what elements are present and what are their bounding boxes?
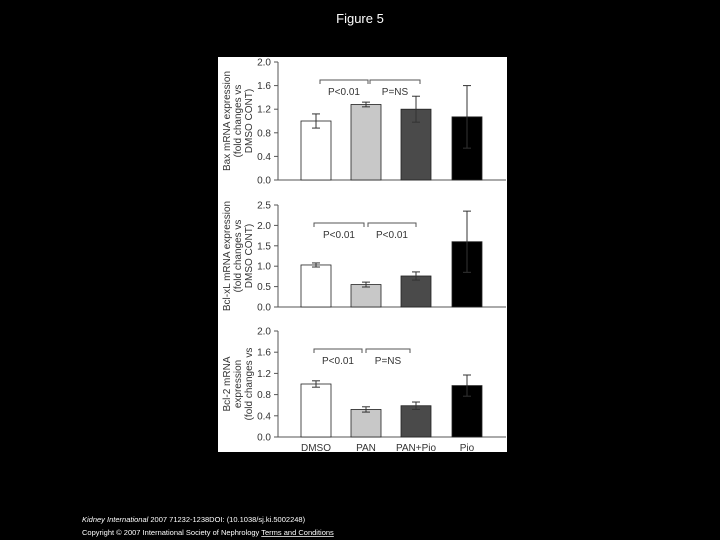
y-tick-label: 0.8 [257,128,271,139]
bar [350,409,382,438]
bar [400,405,432,438]
bracket [319,79,369,84]
error-bar [362,101,370,108]
y-tick-label: 1.2 [257,105,271,116]
annotation: P<0.01 [376,230,408,241]
bracket [313,222,365,227]
y-axis-label: Bcl-xL mRNA expression(fold changes vsDM… [222,201,255,311]
y-tick-label: 0.0 [257,303,271,314]
bar [350,104,382,181]
bar [300,264,332,308]
y-tick-label: 0.4 [257,152,271,163]
y-label-line: expression [233,360,244,408]
bar [400,275,432,308]
bracket [369,79,421,84]
y-tick-label: 0.0 [257,176,271,187]
y-tick-label: 2.0 [257,327,271,338]
y-axis-label: Bcl-2 mRNAexpression(fold changes vs [222,348,255,421]
bar [300,120,332,181]
y-label-line: DMSO CONT) [244,89,255,153]
terms-link[interactable]: Terms and Conditions [261,528,334,537]
citation: Kidney International 2007 71232-1238DOI:… [82,515,306,524]
error-bar [312,113,320,129]
error-bar [463,374,471,397]
y-tick-label: 2.5 [257,201,271,212]
error-bar [463,210,471,273]
y-tick-label: 0.5 [257,282,271,293]
y-tick-label: 2.0 [257,58,271,69]
y-axis-label: Bax mRNA expression(fold changes vsDMSO … [222,71,255,171]
slide-title: Figure 5 [336,11,384,26]
x-tick-label: PAN+Pio [396,443,437,454]
citation-rest: 2007 71232-1238DOI: (10.1038/sj.ki.50022… [148,515,305,524]
y-label-line: (fold changes vs [233,85,244,158]
x-tick-label: Pio [460,443,475,454]
y-tick-label: 0.8 [257,390,271,401]
error-bar [412,95,420,123]
annotation: P<0.01 [328,87,360,98]
y-tick-label: 1.5 [257,241,271,252]
copyright-line: Copyright © 2007 International Society o… [82,528,334,537]
error-bar [412,271,420,281]
y-label-line: (fold changes vs [244,348,255,421]
annotation: P=NS [382,87,409,98]
annotation: P<0.01 [323,230,355,241]
y-label-line: Bax mRNA expression [222,71,233,171]
bar [300,383,332,438]
y-tick-label: 1.2 [257,369,271,380]
y-tick-label: 1.6 [257,348,271,359]
bracket [367,222,417,227]
y-tick-label: 1.0 [257,262,271,273]
annotation: P<0.01 [322,356,354,367]
x-tick-label: DMSO [301,443,331,454]
y-label-line: DMSO CONT) [244,224,255,288]
error-bar [412,401,420,410]
y-label-line: Bcl-xL mRNA expression [222,201,233,311]
bracket [313,348,363,353]
journal: Kidney International [82,515,149,524]
y-label-line: (fold changes vs [233,220,244,293]
y-tick-label: 0.4 [257,411,271,422]
copyright: Copyright © 2007 International Society o… [82,528,260,537]
y-label-line: Bcl-2 mRNA [222,356,233,411]
bar [350,284,382,308]
annotation: P=NS [375,356,402,367]
error-bar [312,380,320,388]
y-tick-label: 1.6 [257,81,271,92]
y-tick-label: 0.0 [257,433,271,444]
x-tick-label: PAN [356,443,376,454]
error-bar [312,262,320,268]
y-tick-label: 2.0 [257,221,271,232]
error-bar [362,281,370,288]
error-bar [362,406,370,413]
bracket [365,348,411,353]
error-bar [463,85,471,149]
